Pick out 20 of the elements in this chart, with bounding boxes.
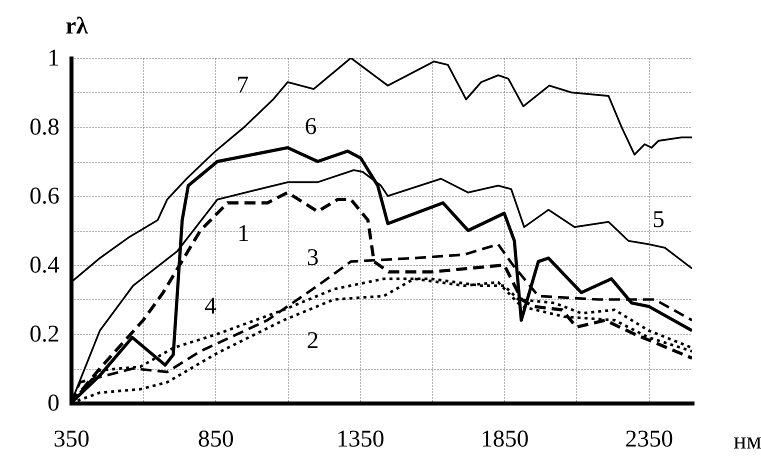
- y-tick-label: 0.2: [30, 322, 60, 348]
- series-label: 6: [304, 114, 317, 140]
- y-tick-label: 1: [48, 46, 60, 72]
- series-label: 7: [236, 72, 249, 99]
- series-label: 1: [237, 220, 250, 247]
- y-tick-label: 0.6: [30, 184, 60, 210]
- series-label: 3: [306, 245, 319, 272]
- series-label: 2: [306, 328, 319, 354]
- y-tick-label: 0.4: [30, 252, 60, 278]
- y-tick-label: 0: [48, 390, 60, 416]
- x-axis-title: нм: [733, 428, 761, 454]
- x-tick-label: 350: [54, 426, 90, 452]
- y-tick-label: 0.8: [30, 114, 60, 140]
- x-tick-label: 1350: [336, 426, 384, 452]
- x-tick-label: 850: [198, 426, 234, 452]
- x-tick-label: 1850: [480, 426, 529, 452]
- series-label: 4: [204, 293, 217, 320]
- series-label: 5: [652, 207, 664, 234]
- y-axis-title: rλ: [66, 14, 88, 40]
- x-tick-label: 2350: [625, 426, 674, 452]
